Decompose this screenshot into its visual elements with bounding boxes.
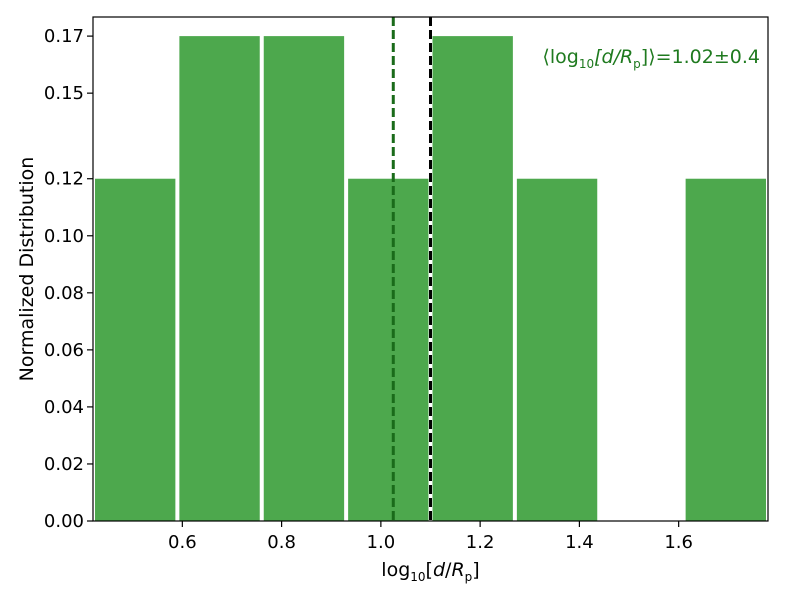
x-tick-label-4: 1.4: [565, 532, 594, 553]
y-tick-label-7: 0.15: [44, 83, 84, 104]
annotation-mid: [d/R: [594, 46, 633, 68]
xlabel-slash: /: [445, 559, 452, 581]
histogram-bar-1: [179, 36, 260, 522]
annotation-sub: 10: [579, 57, 594, 71]
annotation-open: ⟨log: [542, 46, 578, 68]
xlabel-R: R: [451, 559, 464, 581]
y-tick-label-4: 0.08: [44, 283, 84, 304]
y-tick-label-8: 0.17: [44, 26, 84, 47]
xlabel-d: d: [433, 559, 446, 581]
x-tick-label-0: 0.6: [168, 532, 197, 553]
reference-lines: [391, 17, 432, 521]
histogram-bar-3: [348, 178, 429, 521]
annotation-value: =1.02±0.4: [656, 46, 760, 68]
x-axis: 0.6 0.8 1.0 1.2 1.4 1.6: [168, 521, 693, 553]
y-tick-label-3: 0.06: [44, 340, 84, 361]
plot-frame: [92, 16, 769, 522]
xlabel-bracket-close: ]: [472, 559, 479, 581]
x-axis-title: log10[d/Rp]: [381, 559, 479, 584]
histogram-bar-2: [263, 36, 345, 522]
histogram-bar-4: [432, 36, 513, 522]
bars-group: [95, 36, 766, 522]
y-tick-label-6: 0.12: [44, 169, 84, 190]
y-axis-title: Normalized Distribution: [16, 157, 38, 382]
xlabel-sub: 10: [410, 570, 425, 584]
annotation-sub2: p: [633, 57, 641, 71]
mean-annotation: ⟨log10[d/Rp]⟩=1.02±0.4: [542, 46, 760, 71]
histogram-bar-0: [95, 178, 176, 521]
y-tick-label-2: 0.04: [44, 397, 84, 418]
x-tick-label-2: 1.0: [367, 532, 396, 553]
histogram-bar-5: [516, 178, 598, 521]
xlabel-R-sub: p: [465, 570, 473, 584]
x-tick-label-5: 1.6: [664, 532, 693, 553]
y-tick-label-0: 0.00: [44, 511, 84, 532]
y-tick-label-1: 0.02: [44, 454, 84, 475]
y-tick-label-5: 0.10: [44, 226, 84, 247]
x-tick-label-3: 1.2: [466, 532, 495, 553]
xlabel-bracket-open: [: [426, 559, 433, 581]
x-tick-label-1: 0.8: [267, 532, 296, 553]
histogram-bar-7: [685, 178, 766, 521]
xlabel-base: log: [381, 559, 410, 581]
annotation-close: ]⟩: [641, 46, 656, 68]
y-axis: 0.00 0.02 0.04 0.06 0.08 0.10 0.12 0.15 0.17: [44, 26, 93, 532]
